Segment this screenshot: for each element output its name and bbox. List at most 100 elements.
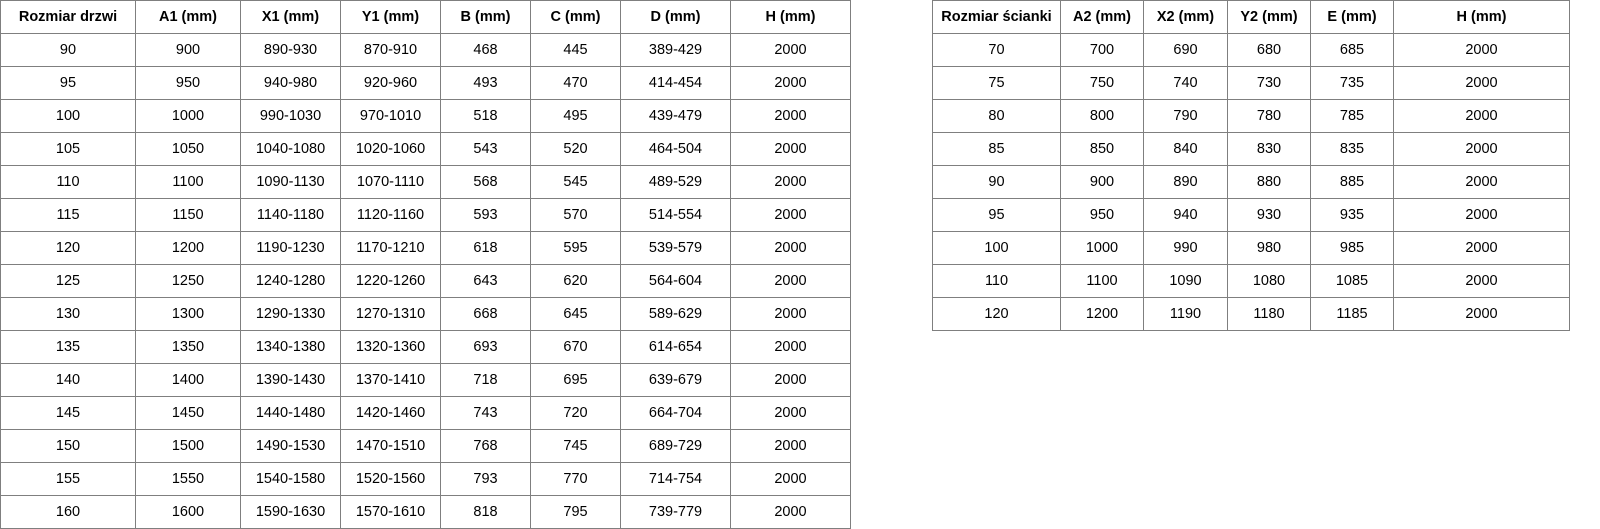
cell-b: 718 — [440, 363, 531, 397]
cell-b: 518 — [440, 99, 531, 133]
cell-y1: 1370-1410 — [340, 363, 441, 397]
table-row: 90 900 890-930 870-910 468 445 389-429 2… — [0, 33, 851, 67]
cell-y1: 1020-1060 — [340, 132, 441, 166]
cell-a1: 1400 — [135, 363, 241, 397]
cell-c: 445 — [530, 33, 621, 67]
cell-h: 2000 — [730, 231, 851, 265]
cell-y2: 980 — [1227, 231, 1311, 265]
table-row: 160 1600 1590-1630 1570-1610 818 795 739… — [0, 495, 851, 529]
cell-x1: 940-980 — [240, 66, 341, 100]
cell-y2: 930 — [1227, 198, 1311, 232]
cell-b: 743 — [440, 396, 531, 430]
cell-rozmiar-drzwi: 150 — [0, 429, 136, 463]
cell-h: 2000 — [1393, 132, 1570, 166]
cell-y1: 1320-1360 — [340, 330, 441, 364]
table-row: 155 1550 1540-1580 1520-1560 793 770 714… — [0, 462, 851, 496]
cell-d: 714-754 — [620, 462, 731, 496]
cell-rozmiar-drzwi: 115 — [0, 198, 136, 232]
cell-x2: 790 — [1143, 99, 1228, 133]
cell-x2: 1090 — [1143, 264, 1228, 298]
cell-x1: 1040-1080 — [240, 132, 341, 166]
table-row: 95 950 940 930 935 2000 — [932, 198, 1570, 232]
cell-b: 618 — [440, 231, 531, 265]
cell-a1: 900 — [135, 33, 241, 67]
cell-a2: 850 — [1060, 132, 1144, 166]
cell-c: 745 — [530, 429, 621, 463]
column-header-rozmiar-scianki: Rozmiar ścianki — [932, 0, 1061, 34]
cell-x1: 1240-1280 — [240, 264, 341, 298]
cell-x1: 1190-1230 — [240, 231, 341, 265]
cell-c: 695 — [530, 363, 621, 397]
table-row: 135 1350 1340-1380 1320-1360 693 670 614… — [0, 330, 851, 364]
table-row: 120 1200 1190-1230 1170-1210 618 595 539… — [0, 231, 851, 265]
cell-y1: 1270-1310 — [340, 297, 441, 331]
cell-h: 2000 — [1393, 198, 1570, 232]
cell-c: 495 — [530, 99, 621, 133]
cell-x1: 1390-1430 — [240, 363, 341, 397]
cell-a2: 950 — [1060, 198, 1144, 232]
cell-c: 595 — [530, 231, 621, 265]
cell-d: 489-529 — [620, 165, 731, 199]
table-row: 115 1150 1140-1180 1120-1160 593 570 514… — [0, 198, 851, 232]
wall-table-header: Rozmiar ścianki A2 (mm) X2 (mm) Y2 (mm) … — [932, 0, 1570, 34]
table-row: 85 850 840 830 835 2000 — [932, 132, 1570, 166]
cell-a2: 900 — [1060, 165, 1144, 199]
cell-b: 643 — [440, 264, 531, 298]
cell-y2: 830 — [1227, 132, 1311, 166]
cell-d: 739-779 — [620, 495, 731, 529]
table-row: 145 1450 1440-1480 1420-1460 743 720 664… — [0, 396, 851, 430]
door-table-container: Rozmiar drzwi A1 (mm) X1 (mm) Y1 (mm) B … — [0, 0, 851, 529]
cell-a1: 1450 — [135, 396, 241, 430]
cell-rozmiar-scianki: 80 — [932, 99, 1061, 133]
cell-y1: 1220-1260 — [340, 264, 441, 298]
cell-y2: 880 — [1227, 165, 1311, 199]
cell-d: 389-429 — [620, 33, 731, 67]
table-row: 110 1100 1090-1130 1070-1110 568 545 489… — [0, 165, 851, 199]
cell-c: 720 — [530, 396, 621, 430]
cell-rozmiar-drzwi: 140 — [0, 363, 136, 397]
cell-x1: 1440-1480 — [240, 396, 341, 430]
table-row: 70 700 690 680 685 2000 — [932, 33, 1570, 67]
cell-h: 2000 — [730, 297, 851, 331]
column-header-e: E (mm) — [1310, 0, 1394, 34]
cell-c: 520 — [530, 132, 621, 166]
cell-a2: 700 — [1060, 33, 1144, 67]
cell-y1: 1520-1560 — [340, 462, 441, 496]
cell-d: 414-454 — [620, 66, 731, 100]
cell-rozmiar-drzwi: 95 — [0, 66, 136, 100]
cell-e: 735 — [1310, 66, 1394, 100]
cell-a1: 950 — [135, 66, 241, 100]
wall-panel-size-specification-table: Rozmiar ścianki A2 (mm) X2 (mm) Y2 (mm) … — [932, 0, 1570, 331]
cell-x2: 1190 — [1143, 297, 1228, 331]
cell-d: 564-604 — [620, 264, 731, 298]
cell-x1: 1340-1380 — [240, 330, 341, 364]
cell-rozmiar-scianki: 100 — [932, 231, 1061, 265]
column-header-d: D (mm) — [620, 0, 731, 34]
table-row: 90 900 890 880 885 2000 — [932, 165, 1570, 199]
cell-h: 2000 — [730, 66, 851, 100]
cell-y2: 780 — [1227, 99, 1311, 133]
cell-e: 685 — [1310, 33, 1394, 67]
cell-h: 2000 — [730, 198, 851, 232]
cell-a1: 1300 — [135, 297, 241, 331]
cell-a1: 1350 — [135, 330, 241, 364]
cell-x1: 1490-1530 — [240, 429, 341, 463]
table-row: 150 1500 1490-1530 1470-1510 768 745 689… — [0, 429, 851, 463]
cell-d: 439-479 — [620, 99, 731, 133]
cell-h: 2000 — [730, 33, 851, 67]
table-row: 80 800 790 780 785 2000 — [932, 99, 1570, 133]
cell-x2: 840 — [1143, 132, 1228, 166]
cell-a1: 1600 — [135, 495, 241, 529]
table-row: 130 1300 1290-1330 1270-1310 668 645 589… — [0, 297, 851, 331]
column-header-c: C (mm) — [530, 0, 621, 34]
cell-h: 2000 — [730, 99, 851, 133]
cell-h: 2000 — [1393, 99, 1570, 133]
cell-e: 1185 — [1310, 297, 1394, 331]
cell-a1: 1100 — [135, 165, 241, 199]
cell-e: 885 — [1310, 165, 1394, 199]
cell-x1: 1540-1580 — [240, 462, 341, 496]
cell-y2: 1180 — [1227, 297, 1311, 331]
cell-y2: 730 — [1227, 66, 1311, 100]
table-row: 125 1250 1240-1280 1220-1260 643 620 564… — [0, 264, 851, 298]
